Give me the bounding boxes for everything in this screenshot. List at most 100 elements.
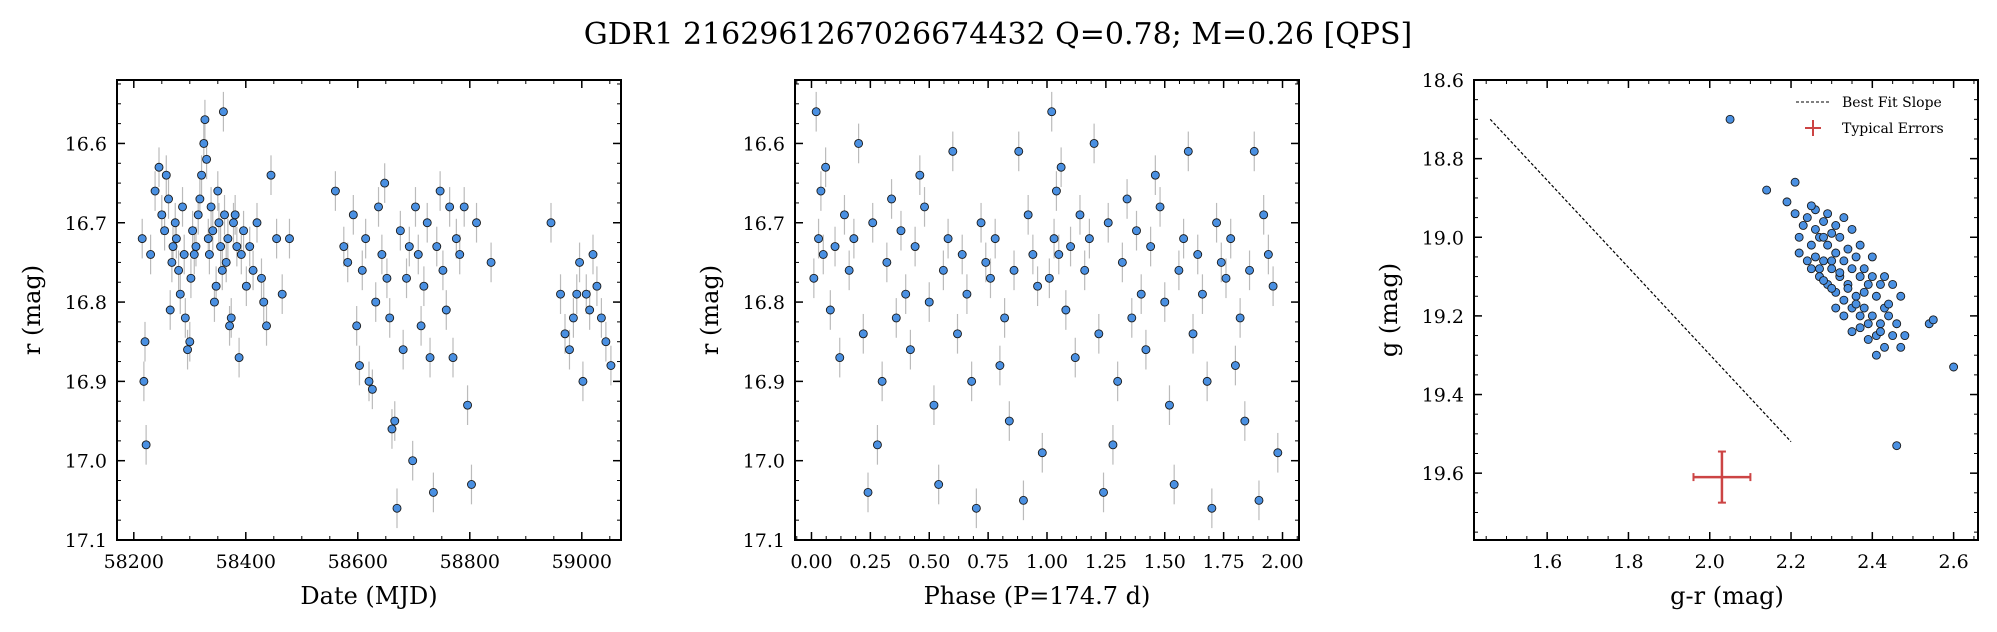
- middle-xtick-label: 1.25: [1085, 551, 1127, 573]
- left-data-point: [467, 480, 476, 489]
- left-data-point: [221, 257, 231, 267]
- middle-data-point: [1254, 495, 1264, 505]
- middle-data-point: [1155, 202, 1165, 212]
- middle-data-point: [872, 440, 882, 450]
- left-data-point: [377, 250, 387, 259]
- legend-label-best-fit: Best Fit Slope: [1842, 95, 1942, 111]
- middle-data-point: [976, 218, 986, 228]
- right-xtick-label: 1.6: [1532, 551, 1562, 573]
- left-data-point: [170, 218, 180, 228]
- middle-data-point: [1028, 250, 1038, 259]
- middle-data-point: [1141, 345, 1151, 355]
- right-data-point: [1880, 272, 1889, 282]
- middle-data-point: [1108, 440, 1118, 450]
- middle-data-point: [1273, 448, 1283, 458]
- right-data-point: [1851, 252, 1861, 262]
- middle-data-point: [1117, 257, 1127, 267]
- left-data-point: [596, 313, 606, 323]
- left-data-point: [200, 115, 210, 125]
- right-data-point: [1790, 209, 1800, 219]
- left-data-point: [339, 242, 349, 252]
- middle-xtick-label: 0.50: [908, 551, 950, 573]
- middle-data-point: [882, 257, 892, 267]
- middle-data-point: [1165, 400, 1174, 410]
- right-data-point: [1863, 335, 1873, 344]
- right-data-point: [1794, 248, 1804, 258]
- middle-data-point: [990, 234, 1000, 244]
- right-axes: 1.6 1.8 2.0 2.2 2.4 2.6 18.6 18.8 19.0 19.2 19.4 19…: [1422, 70, 1979, 573]
- right-data-point: [1815, 264, 1824, 274]
- right-data-point: [1831, 248, 1841, 258]
- left-data-point: [422, 218, 432, 228]
- middle-data-point: [920, 202, 929, 212]
- middle-data-point: [981, 257, 991, 267]
- left-data-point: [392, 503, 402, 513]
- middle-data-point: [905, 345, 915, 355]
- middle-data-point: [849, 234, 859, 244]
- left-data-point: [398, 345, 408, 355]
- middle-xtick-label: 0.00: [790, 551, 832, 573]
- left-ytick-label: 16.7: [65, 213, 107, 235]
- left-data-point: [588, 250, 598, 259]
- middle-xtick-label: 2.00: [1261, 551, 1303, 573]
- left-data-point: [226, 313, 236, 323]
- left-data-point: [150, 186, 160, 196]
- left-data-point: [385, 313, 395, 323]
- middle-data-point: [896, 226, 906, 236]
- left-data-point: [425, 353, 435, 363]
- middle-frame: [794, 79, 1300, 541]
- left-data-point: [413, 250, 423, 259]
- right-data-point: [1876, 319, 1885, 329]
- right-data-point: [1859, 287, 1869, 297]
- middle-data-point: [1245, 265, 1254, 275]
- middle-data-point: [1049, 234, 1059, 244]
- figure-title: GDR1 2162961267026674432 Q=0.78; M=0.26 …: [584, 17, 1413, 52]
- middle-data-point: [1263, 250, 1273, 259]
- middle-data-point: [1249, 146, 1259, 156]
- left-data-point: [259, 297, 269, 307]
- middle-data-point: [1089, 138, 1099, 148]
- right-xtick-label: 2.2: [1776, 551, 1806, 573]
- middle-ytick-label: 16.9: [743, 371, 785, 393]
- middle-data-point: [953, 329, 962, 339]
- middle-data-point: [1061, 305, 1071, 315]
- left-data-point: [183, 345, 193, 355]
- middle-data-point: [887, 194, 897, 204]
- left-data-point: [239, 226, 249, 236]
- left-data-point: [202, 154, 212, 164]
- right-data-point: [1896, 342, 1906, 352]
- left-data-point: [185, 337, 195, 347]
- middle-data-point: [1136, 289, 1146, 299]
- middle-points: [809, 107, 1283, 513]
- right-data-point: [1876, 279, 1885, 289]
- right-data-point: [1843, 283, 1853, 293]
- middle-data-point: [877, 376, 887, 386]
- right-data-point: [1855, 272, 1865, 282]
- left-data-point: [382, 273, 392, 283]
- middle-data-point: [816, 186, 826, 196]
- left-xtick-label: 58400: [216, 551, 276, 573]
- right-data-point: [1802, 256, 1812, 266]
- left-ytick-label: 16.6: [65, 133, 107, 155]
- left-data-point: [195, 194, 205, 204]
- right-data-point: [1843, 244, 1853, 254]
- right-data-point: [1867, 252, 1877, 262]
- middle-data-point: [1054, 250, 1064, 259]
- right-data-point: [1819, 217, 1828, 226]
- left-data-point: [230, 210, 240, 220]
- left-xtick-label: 58800: [440, 551, 500, 573]
- right-frame: [1473, 79, 1979, 541]
- left-data-point: [416, 321, 426, 331]
- right-ytick-label: 18.8: [1422, 149, 1464, 171]
- left-data-point: [355, 361, 364, 370]
- middle-data-point: [962, 289, 972, 299]
- right-data-point: [1835, 268, 1845, 278]
- left-data-point: [171, 234, 181, 244]
- middle-ytick-label: 17.1: [743, 530, 785, 552]
- left-data-point: [408, 456, 418, 466]
- middle-data-point: [910, 242, 920, 252]
- left-data-point: [581, 289, 591, 299]
- right-data-point: [1859, 303, 1869, 313]
- left-data-point: [186, 273, 196, 283]
- middle-data-point: [1056, 162, 1066, 172]
